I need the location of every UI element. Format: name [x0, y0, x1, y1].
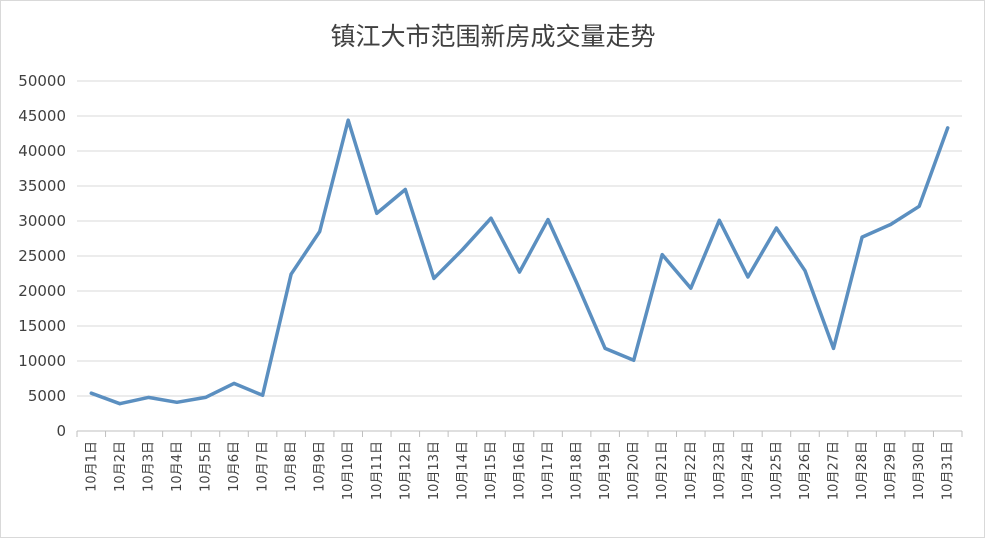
x-tick-label: 10月24日	[741, 441, 756, 500]
data-point	[489, 216, 493, 220]
data-point	[746, 275, 750, 279]
data-point	[318, 230, 322, 233]
data-point	[774, 226, 778, 230]
gridlines	[77, 80, 962, 397]
x-tick-label: 10月31日	[941, 441, 956, 500]
x-tick-label: 10月23日	[712, 441, 727, 500]
y-tick-label: 0	[56, 422, 66, 440]
x-tick-label: 10月21日	[655, 441, 670, 500]
data-point	[232, 381, 236, 385]
data-point	[717, 218, 721, 222]
x-tick-label: 10月22日	[684, 441, 699, 500]
data-point	[689, 286, 693, 290]
y-tick-label: 40000	[18, 142, 66, 160]
x-tick-label: 10月16日	[513, 441, 528, 500]
data-point	[946, 126, 950, 130]
data-point	[889, 223, 893, 226]
y-tick-label: 15000	[18, 317, 66, 335]
data-point	[803, 269, 807, 273]
x-tick-label: 10月13日	[427, 441, 442, 500]
y-tick-label: 50000	[18, 72, 66, 90]
data-point	[175, 400, 179, 404]
chart-title: 镇江大市范围新房成交量走势	[330, 22, 655, 51]
data-point	[518, 270, 521, 274]
x-tick-label: 10月8日	[284, 441, 299, 492]
x-tick-label: 10月10日	[341, 441, 356, 500]
x-tick-label: 10月25日	[769, 441, 784, 500]
x-tick-label: 10月18日	[570, 441, 585, 500]
data-point	[432, 276, 436, 280]
data-point	[261, 393, 265, 397]
x-axis-tick-labels: 10月1日 10月2日 10月3日 10月4日 10月5日 10月6日 10月7日 10月8日…	[84, 441, 955, 500]
x-tick-label: 10月28日	[855, 441, 870, 500]
x-tick-label: 10月29日	[884, 441, 899, 500]
x-tick-label: 10月20日	[627, 441, 642, 500]
data-point	[375, 211, 379, 215]
y-tick-label: 5000	[28, 387, 66, 405]
data-point	[632, 358, 636, 362]
x-tick-label: 10月2日	[113, 441, 128, 492]
x-axis	[76, 430, 963, 437]
x-tick-label: 10月26日	[798, 441, 813, 500]
data-point	[118, 402, 122, 406]
data-point	[546, 218, 550, 222]
y-tick-label: 30000	[18, 212, 66, 230]
x-tick-label: 10月12日	[398, 441, 413, 500]
y-axis-tick-labels: 0 5000 10000 15000 20000 25000 30000 35000 40000…	[18, 72, 66, 440]
x-tick-label: 10月17日	[541, 441, 556, 500]
y-tick-label: 35000	[18, 177, 66, 195]
y-tick-label: 25000	[18, 247, 66, 265]
x-tick-label: 10月15日	[484, 441, 499, 500]
x-tick-label: 10月1日	[84, 441, 99, 492]
data-point	[917, 204, 921, 208]
x-tick-label: 10月19日	[598, 441, 613, 500]
x-tick-label: 10月5日	[198, 441, 213, 492]
data-point	[660, 253, 664, 257]
x-tick-label: 10月9日	[313, 441, 328, 492]
x-tick-label: 10月30日	[912, 441, 927, 500]
x-tick-label: 10月27日	[827, 441, 842, 500]
y-tick-label: 20000	[18, 282, 66, 300]
data-point	[146, 395, 150, 399]
data-point	[860, 235, 864, 239]
x-tick-label: 10月14日	[455, 441, 470, 500]
series-layer	[89, 118, 950, 406]
y-tick-label: 10000	[18, 352, 66, 370]
data-point	[403, 188, 407, 191]
data-point	[346, 118, 350, 122]
y-tick-label: 45000	[18, 107, 66, 125]
x-tick-label: 10月4日	[170, 441, 185, 492]
data-point	[575, 281, 579, 285]
data-point	[89, 391, 93, 395]
x-tick-label: 10月11日	[370, 441, 385, 500]
data-point	[204, 395, 207, 399]
data-point	[289, 272, 293, 276]
x-tick-label: 10月7日	[256, 441, 271, 492]
x-tick-label: 10月6日	[227, 441, 242, 492]
data-point	[603, 346, 607, 350]
x-tick-label: 10月3日	[141, 441, 156, 492]
data-point	[832, 346, 835, 350]
data-point	[460, 248, 464, 252]
